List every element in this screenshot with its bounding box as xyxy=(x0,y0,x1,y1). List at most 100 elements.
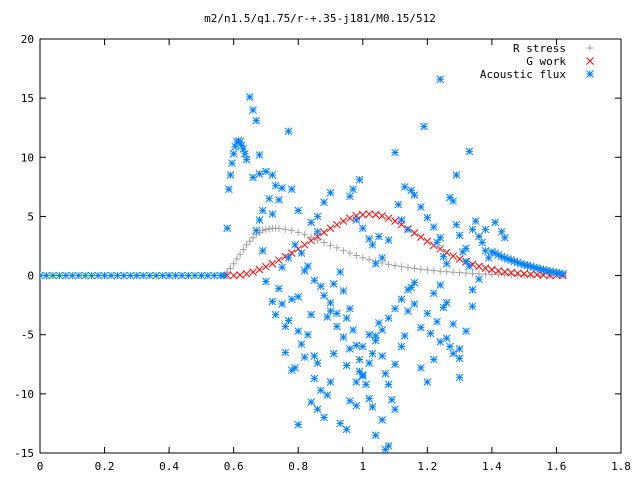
acoustic-flux-point xyxy=(462,244,470,253)
g-work-point xyxy=(520,270,529,278)
acoustic-flux-point xyxy=(81,271,90,280)
acoustic-flux-point xyxy=(455,354,464,363)
acoustic-flux-point xyxy=(226,171,235,179)
r-stress-point xyxy=(255,228,263,236)
acoustic-flux-point xyxy=(407,186,416,195)
acoustic-flux-point xyxy=(171,271,180,280)
acoustic-flux-point xyxy=(455,373,464,382)
acoustic-flux-point xyxy=(297,340,306,349)
acoustic-flux-point xyxy=(191,271,199,280)
acoustic-flux-point xyxy=(452,171,461,179)
acoustic-flux-point xyxy=(165,271,173,280)
acoustic-flux-point xyxy=(559,269,567,278)
acoustic-flux-point xyxy=(368,240,377,249)
g-work-point xyxy=(346,214,354,223)
g-work-point xyxy=(333,220,341,229)
acoustic-flux-point xyxy=(287,295,296,304)
acoustic-flux-point xyxy=(300,353,309,362)
r-stress-point xyxy=(339,247,347,255)
acoustic-flux-point xyxy=(429,223,438,231)
r-stress-point xyxy=(288,227,296,235)
acoustic-flux-point xyxy=(468,285,477,294)
axes: 0 0.2 0.4 0.6 0.8 1 1.2 1.4 1.6 1.8 -15 -10 -5 0 5 10 15… xyxy=(14,33,631,473)
y-tick-label: 10 xyxy=(21,151,34,164)
y-tick-label: -5 xyxy=(21,329,34,342)
acoustic-flux-point xyxy=(275,284,283,293)
acoustic-flux-point xyxy=(300,266,309,275)
x-tick-label: 0.2 xyxy=(95,460,115,473)
acoustic-flux-point xyxy=(87,271,96,280)
acoustic-flux-point xyxy=(265,194,274,203)
r-stress-point xyxy=(359,254,367,262)
acoustic-flux-point xyxy=(342,361,351,370)
g-work-point xyxy=(436,245,445,253)
g-work-point xyxy=(326,224,335,233)
acoustic-flux-point xyxy=(455,231,464,240)
acoustic-flux-point xyxy=(252,226,261,235)
g-work-point xyxy=(242,269,251,278)
acoustic-flux-point xyxy=(203,271,212,280)
acoustic-flux-point xyxy=(326,307,335,315)
series-acoustic-flux xyxy=(40,75,567,453)
acoustic-flux-point xyxy=(462,257,470,266)
g-work-point xyxy=(423,237,432,246)
acoustic-flux-point xyxy=(371,336,380,345)
acoustic-flux-point xyxy=(255,169,264,178)
legend-marker-g-work xyxy=(586,57,594,65)
acoustic-flux-point xyxy=(294,327,303,336)
acoustic-flux-point xyxy=(294,206,303,215)
r-stress-point xyxy=(259,227,267,235)
g-work-point xyxy=(526,270,535,279)
acoustic-flux-point xyxy=(365,359,374,367)
acoustic-flux-point xyxy=(313,405,322,414)
acoustic-flux-point xyxy=(61,271,70,280)
acoustic-flux-point xyxy=(426,329,435,338)
r-stress-point xyxy=(236,250,244,258)
g-work-point xyxy=(371,210,380,219)
acoustic-flux-point xyxy=(391,360,399,369)
acoustic-flux-point xyxy=(355,355,364,364)
acoustic-flux-point xyxy=(326,188,335,197)
g-work-point xyxy=(320,228,328,237)
g-work-point xyxy=(442,248,451,257)
g-work-point xyxy=(384,214,393,223)
acoustic-flux-point xyxy=(368,403,377,411)
r-stress-point xyxy=(423,266,431,274)
r-stress-point xyxy=(481,270,489,278)
acoustic-flux-point xyxy=(449,197,458,205)
acoustic-flux-point xyxy=(249,106,257,114)
acoustic-flux-point xyxy=(228,159,236,168)
acoustic-flux-point xyxy=(224,185,233,194)
acoustic-flux-point xyxy=(465,262,474,270)
r-stress-point xyxy=(417,265,425,273)
r-stress-point xyxy=(239,246,247,254)
x-tick-label: 1 xyxy=(359,460,366,473)
acoustic-flux-point xyxy=(241,149,249,158)
acoustic-flux-point xyxy=(384,314,393,323)
acoustic-flux-point xyxy=(371,431,380,440)
acoustic-flux-point xyxy=(358,372,367,380)
r-stress-point xyxy=(226,264,234,272)
acoustic-flux-point xyxy=(55,271,64,280)
acoustic-flux-point xyxy=(281,322,290,331)
acoustic-flux-point xyxy=(400,183,409,191)
acoustic-flux-point xyxy=(397,342,406,351)
acoustic-flux-point xyxy=(481,246,490,255)
acoustic-flux-point xyxy=(384,442,393,450)
acoustic-flux-point xyxy=(100,271,109,280)
acoustic-flux-point xyxy=(336,268,345,276)
acoustic-flux-point xyxy=(107,271,115,280)
g-work-point xyxy=(236,271,244,279)
acoustic-flux-point xyxy=(307,398,315,406)
r-stress-point xyxy=(410,264,418,272)
acoustic-flux-point xyxy=(329,279,338,288)
y-tick-label: -15 xyxy=(14,447,34,460)
acoustic-flux-point xyxy=(333,309,341,318)
g-work-point xyxy=(391,217,399,226)
acoustic-flux-point xyxy=(223,224,232,233)
r-stress-point xyxy=(314,236,322,244)
g-work-point xyxy=(410,229,419,237)
acoustic-flux-point xyxy=(417,363,425,372)
r-stress-point xyxy=(352,251,360,259)
